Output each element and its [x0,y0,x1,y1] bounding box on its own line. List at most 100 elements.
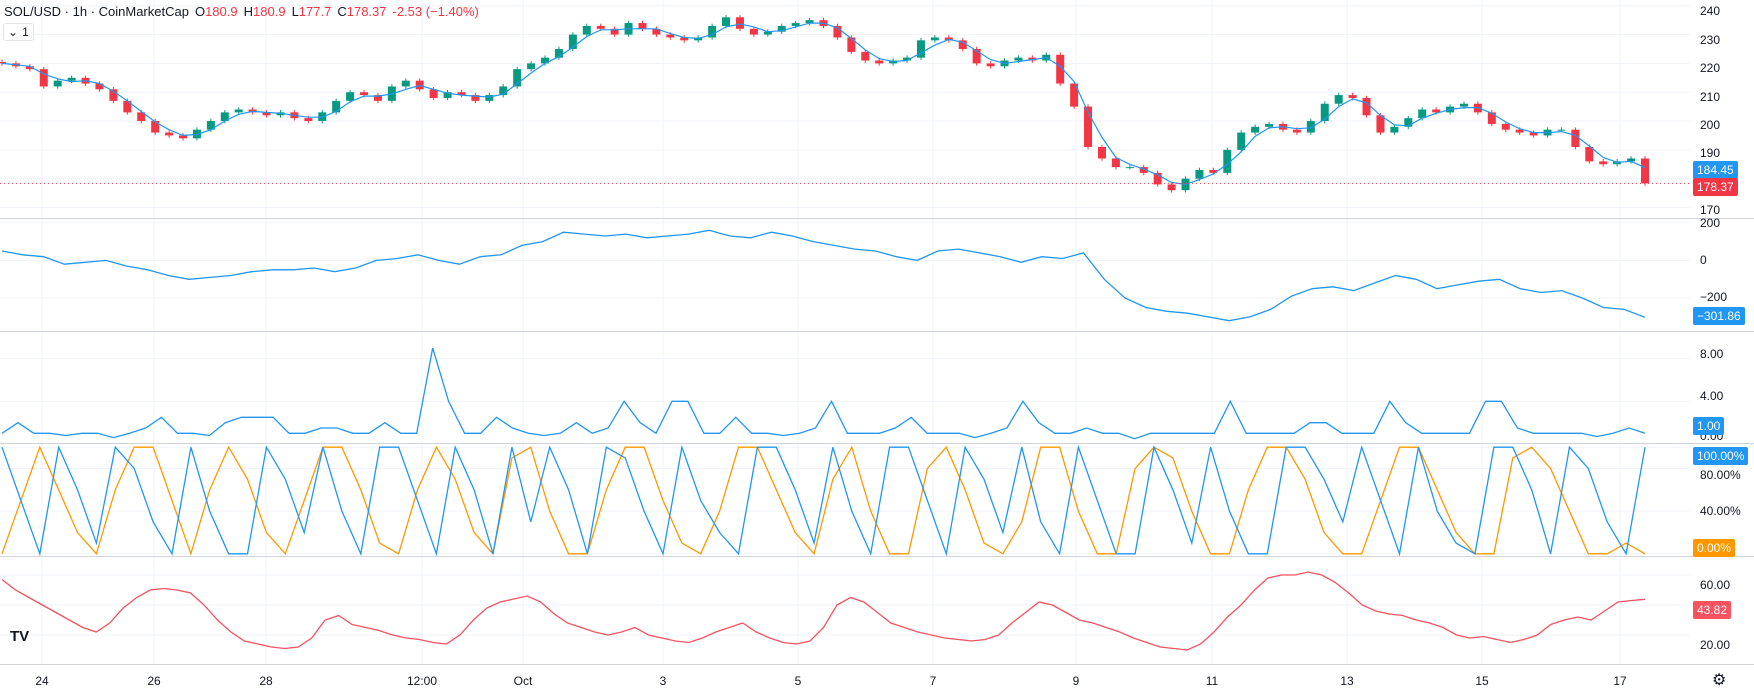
cci-chart [0,219,1690,331]
candle-body [1515,129,1524,133]
volatility-pane[interactable] [0,332,1690,444]
candle-body [708,25,717,38]
candle-body [972,48,981,64]
adx-line [1,571,1646,651]
candle-body [875,60,884,64]
candle-body [137,112,146,122]
candle-body [1292,129,1301,133]
candle-body [25,66,34,70]
candle-body [39,69,48,87]
candle-body [95,83,104,90]
adx-pane[interactable] [0,557,1690,665]
candle-body [513,69,522,87]
candle-body [903,57,912,61]
candle-body [1209,170,1218,173]
price-tick: 190 [1700,146,1721,160]
cci-axis[interactable]: 200 0 −200 −301.86 [1690,216,1754,332]
high-label: H [243,4,254,19]
price-tick: 210 [1700,90,1721,104]
candle-body [722,17,731,26]
adx-chart [0,557,1690,664]
time-label: 26 [147,674,161,688]
candle-body [1390,126,1399,133]
candle-body [67,77,76,81]
candle-body [638,23,647,29]
candle-body [1459,103,1468,107]
moving-average-line [1,22,1646,186]
candle-body [457,92,466,96]
candle-body [1599,161,1608,165]
candle-body [735,17,744,29]
time-label: 17 [1613,674,1627,688]
candle-body [471,95,480,101]
candle-body [304,118,313,122]
candle-body [1571,129,1580,147]
candle-body [596,25,605,29]
candle-body [1097,146,1106,159]
close-label: C [337,4,347,19]
candle-body [1487,112,1496,124]
candle-body [861,51,870,61]
candle-body [1641,158,1649,184]
candle-body [791,23,800,26]
candle-body [165,132,174,136]
candle-body [262,112,271,116]
candle-body [986,63,995,67]
stochastic-pane[interactable] [0,444,1690,557]
candle-body [123,100,132,113]
vol-tick: 8.00 [1700,347,1724,361]
candle-body [1557,129,1566,131]
candle-body [1167,184,1176,191]
time-label: 5 [794,674,802,688]
candle-body [1432,109,1441,113]
candle-body [763,31,772,35]
cci-pane[interactable] [0,219,1690,332]
candle-body [541,57,550,64]
time-label: 3 [659,674,667,688]
candle-body [220,112,229,122]
cci-line [1,229,1646,322]
price-axis[interactable]: 240 230 220 210 200 190 170 184.45 178.3… [1690,0,1754,219]
candle-body [1529,132,1538,136]
stoch-d-badge: 0.00% [1693,539,1736,557]
chevron-down-icon: ⌄ [8,25,19,39]
candle-body [179,135,188,139]
symbol-legend: SOL/USD · 1h · CoinMarketCap O180.9 H180… [4,4,479,19]
adx-badge: 43.82 [1693,601,1732,619]
candle-body [0,61,6,64]
time-label: Oct [513,674,533,688]
cci-tick: 200 [1700,216,1721,230]
candle-body [554,48,563,58]
candle-body [652,28,661,35]
cci-badge: −301.86 [1693,307,1745,325]
volatility-chart [0,332,1690,443]
candle-body [1265,123,1274,127]
adx-tick: 20.00 [1700,638,1731,652]
symbol-title[interactable]: SOL/USD · 1h · CoinMarketCap [4,4,189,19]
stochastic-axis[interactable]: 80.00% 40.00% 100.00% 0.00% [1690,444,1754,557]
candle-body [485,95,494,101]
volatility-axis[interactable]: 8.00 4.00 0.00 1.00 [1690,332,1754,444]
adx-axis[interactable]: 60.00 20.00 43.82 [1690,557,1754,665]
time-axis[interactable]: 24 26 28 12:00 Oct 3 5 7 9 11 13 15 17 [0,665,1754,699]
candle-body [234,109,243,113]
candle-body [1306,121,1315,133]
price-tick: 240 [1700,4,1721,18]
candle-body [1084,106,1093,147]
candle-body [1125,167,1134,169]
candle-body [777,25,786,32]
time-label: 28 [259,674,273,688]
candle-body [346,92,355,101]
price-pane[interactable] [0,0,1690,219]
candle-body [568,34,577,49]
collapse-indicators-button[interactable]: ⌄ 1 [3,23,34,41]
adx-tick: 60.00 [1700,578,1731,592]
candle-body [1585,146,1594,162]
price-tick: 200 [1700,118,1721,132]
time-label: 9 [1072,674,1080,688]
candle-body [1195,170,1204,179]
settings-gear-icon[interactable]: ⚙ [1712,672,1727,689]
candle-body [1223,149,1232,173]
candle-body [1376,115,1385,133]
tradingview-logo[interactable]: TV [10,628,30,645]
